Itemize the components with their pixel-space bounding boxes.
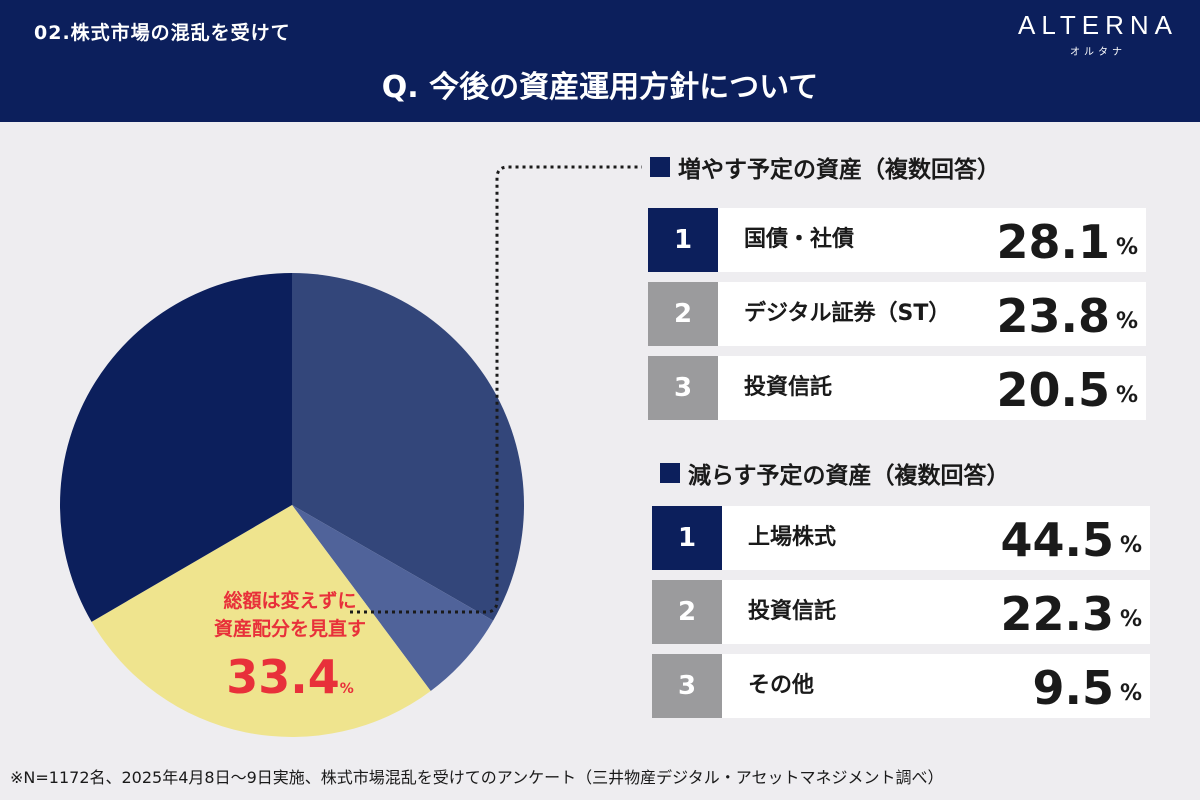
pie-slice-3 bbox=[91, 505, 431, 737]
decrease-row-3: 3 その他 9.5 % bbox=[652, 654, 1150, 718]
increase-row-1: 1 国債・社債 28.1 % bbox=[648, 208, 1146, 272]
decrease-title-text: 減らす予定の資産（複数回答） bbox=[688, 463, 1010, 489]
brand-logo: ALTERNA オルタナ bbox=[1018, 10, 1178, 58]
rank-badge: 1 bbox=[652, 506, 722, 570]
increase-title-text: 増やす予定の資産（複数回答） bbox=[678, 157, 1000, 183]
page-title: Q. 今後の資産運用方針について bbox=[381, 70, 819, 105]
item-unit: % bbox=[1115, 235, 1138, 260]
item-value: 44.5 bbox=[1000, 513, 1115, 567]
decrease-row-2: 2 投資信託 22.3 % bbox=[652, 580, 1150, 644]
item-unit: % bbox=[1119, 607, 1142, 632]
pie-slice-2 bbox=[292, 505, 494, 691]
item-label: 投資信託 bbox=[748, 599, 837, 624]
item-unit: % bbox=[1119, 533, 1142, 558]
item-label: 国債・社債 bbox=[744, 227, 855, 252]
item-label: 上場株式 bbox=[748, 525, 837, 550]
rank-badge: 2 bbox=[648, 282, 718, 346]
item-unit: % bbox=[1119, 681, 1142, 706]
pie-chart bbox=[0, 122, 600, 762]
item-unit: % bbox=[1115, 383, 1138, 408]
pie-highlight-number: 33.4 bbox=[226, 650, 340, 704]
item-value: 20.5 bbox=[996, 363, 1111, 417]
increase-row-2: 2 デジタル証券（ST） 23.8 % bbox=[648, 282, 1146, 346]
rank-badge: 1 bbox=[648, 208, 718, 272]
item-unit: % bbox=[1115, 309, 1138, 334]
pie-highlight-value: 33.4% bbox=[150, 650, 430, 704]
item-value: 9.5 bbox=[1032, 661, 1115, 715]
item-label: デジタル証券（ST） bbox=[744, 301, 951, 326]
increase-title: 増やす予定の資産（複数回答） bbox=[650, 150, 1000, 184]
rank-badge: 3 bbox=[652, 654, 722, 718]
rank-badge: 3 bbox=[648, 356, 718, 420]
pie-chart-svg bbox=[60, 273, 524, 737]
section-label: 02.株式市場の混乱を受けて bbox=[34, 22, 291, 44]
pie-slice-1 bbox=[292, 273, 524, 621]
item-label: 投資信託 bbox=[744, 375, 833, 400]
decrease-row-1: 1 上場株式 44.5 % bbox=[652, 506, 1150, 570]
item-value: 23.8 bbox=[996, 289, 1111, 343]
item-label: その他 bbox=[748, 673, 815, 698]
pie-highlight-line2: 資産配分を見直す bbox=[213, 618, 366, 640]
item-value: 22.3 bbox=[1000, 587, 1115, 641]
rank-badge: 2 bbox=[652, 580, 722, 644]
pie-highlight-line1: 総額は変えずに bbox=[223, 590, 357, 612]
dotted-connector bbox=[350, 165, 642, 614]
pie-highlight-unit: % bbox=[339, 681, 354, 697]
square-bullet-icon bbox=[660, 463, 680, 483]
pie-slice-4 bbox=[60, 273, 292, 622]
square-bullet-icon bbox=[650, 157, 670, 177]
logo-subtext: オルタナ bbox=[1070, 47, 1126, 58]
increase-row-3: 3 投資信託 20.5 % bbox=[648, 356, 1146, 420]
footnote: ※N=1172名、2025年4月8日〜9日実施、株式市場混乱を受けてのアンケート… bbox=[10, 768, 944, 787]
header-bar: 02.株式市場の混乱を受けて Q. 今後の資産運用方針について ALTERNA … bbox=[0, 0, 1200, 122]
decrease-title: 減らす予定の資産（複数回答） bbox=[660, 456, 1010, 490]
logo-text: ALTERNA bbox=[1018, 10, 1178, 40]
item-value: 28.1 bbox=[996, 215, 1111, 269]
